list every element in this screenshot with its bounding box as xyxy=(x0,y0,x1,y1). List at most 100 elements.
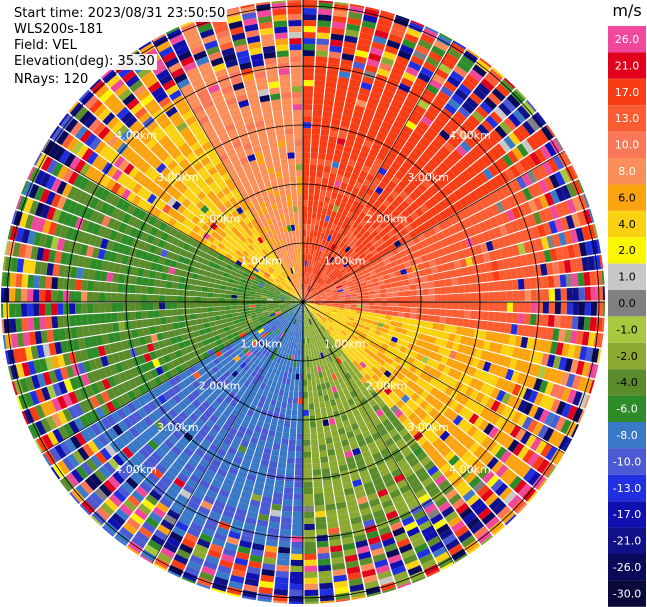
range-gate xyxy=(278,389,285,396)
range-gate xyxy=(330,167,338,175)
range-gate xyxy=(443,207,454,218)
range-gate xyxy=(506,195,517,209)
range-gate xyxy=(270,361,277,368)
range-gate xyxy=(512,442,525,457)
range-gate xyxy=(485,439,498,453)
range-gate xyxy=(520,361,529,374)
range-gate xyxy=(67,405,79,420)
range-gate xyxy=(421,476,434,488)
range-gate xyxy=(550,398,561,413)
range-gate xyxy=(272,497,283,505)
range-gate xyxy=(394,270,402,277)
range-gate xyxy=(493,429,505,442)
range-gate xyxy=(478,370,488,382)
range-gate xyxy=(293,318,297,325)
range-gate xyxy=(289,433,297,440)
range-gate xyxy=(288,366,293,374)
range-gate xyxy=(229,574,245,584)
range-gate xyxy=(392,265,400,272)
range-gate xyxy=(575,227,585,242)
range-gate xyxy=(202,258,210,266)
range-gate xyxy=(295,445,303,452)
range-gate xyxy=(227,278,235,284)
range-gate xyxy=(253,450,263,459)
range-gate xyxy=(293,324,297,331)
range-gate xyxy=(141,344,149,354)
range-gate xyxy=(311,255,316,262)
range-gate xyxy=(534,238,544,251)
range-gate xyxy=(41,434,54,449)
range-gate xyxy=(423,349,432,358)
range-gate xyxy=(511,146,524,161)
range-gate xyxy=(275,382,282,389)
range-gate xyxy=(560,184,572,200)
range-gate xyxy=(436,523,451,536)
range-gate xyxy=(488,292,495,301)
range-gate xyxy=(204,356,213,365)
range-gate xyxy=(341,151,351,160)
range-gate xyxy=(285,295,292,299)
range-gate xyxy=(25,376,35,391)
range-gate xyxy=(343,289,350,294)
range-gate xyxy=(332,321,339,327)
range-gate xyxy=(183,257,191,265)
range-gate xyxy=(362,308,369,312)
range-gate xyxy=(153,279,161,287)
range-gate xyxy=(566,182,577,198)
range-gate xyxy=(490,260,499,271)
range-gate xyxy=(194,335,203,343)
range-gate xyxy=(157,356,166,366)
range-gate xyxy=(392,306,399,312)
range-gate xyxy=(137,328,145,337)
range-gate xyxy=(388,353,397,361)
range-gate xyxy=(313,366,318,374)
range-gate xyxy=(156,332,164,341)
range-gate xyxy=(301,307,303,314)
range-gate xyxy=(329,399,337,407)
range-gate xyxy=(281,401,287,409)
range-gate xyxy=(274,582,289,590)
range-gate xyxy=(167,449,179,461)
range-gate xyxy=(336,402,344,411)
range-gate xyxy=(40,204,51,219)
range-gate xyxy=(137,354,147,365)
range-gate xyxy=(183,290,190,296)
range-gate xyxy=(354,55,367,65)
range-gate xyxy=(6,349,16,365)
range-gate xyxy=(157,383,168,394)
range-gate xyxy=(176,548,191,560)
range-gate xyxy=(318,311,324,315)
range-gate xyxy=(307,218,312,225)
range-gate xyxy=(392,208,401,218)
range-gate xyxy=(303,451,312,458)
range-gate xyxy=(319,582,334,590)
range-gate xyxy=(291,303,298,305)
range-gate xyxy=(394,170,405,181)
range-gate xyxy=(562,151,572,165)
range-gate xyxy=(585,347,594,362)
range-gate xyxy=(334,318,341,323)
range-gate xyxy=(416,295,423,302)
range-gate xyxy=(183,447,194,458)
range-gate xyxy=(346,430,355,439)
range-gate xyxy=(381,342,389,350)
range-gate xyxy=(319,279,325,285)
range-gate xyxy=(327,255,333,262)
range-gate xyxy=(331,290,338,295)
range-gate xyxy=(249,302,256,305)
range-gate xyxy=(414,277,422,284)
range-gate xyxy=(528,404,539,418)
range-gate xyxy=(324,330,330,336)
range-gate xyxy=(327,342,333,349)
range-gate xyxy=(237,298,244,302)
range-gate xyxy=(409,313,417,320)
range-gate xyxy=(320,364,326,372)
range-gate xyxy=(267,303,274,306)
range-gate xyxy=(345,372,352,380)
range-gate xyxy=(190,494,203,506)
range-gate xyxy=(502,98,516,113)
range-gate xyxy=(154,271,162,280)
range-gate xyxy=(495,188,506,201)
range-gate xyxy=(332,478,342,486)
range-gate xyxy=(318,444,327,452)
